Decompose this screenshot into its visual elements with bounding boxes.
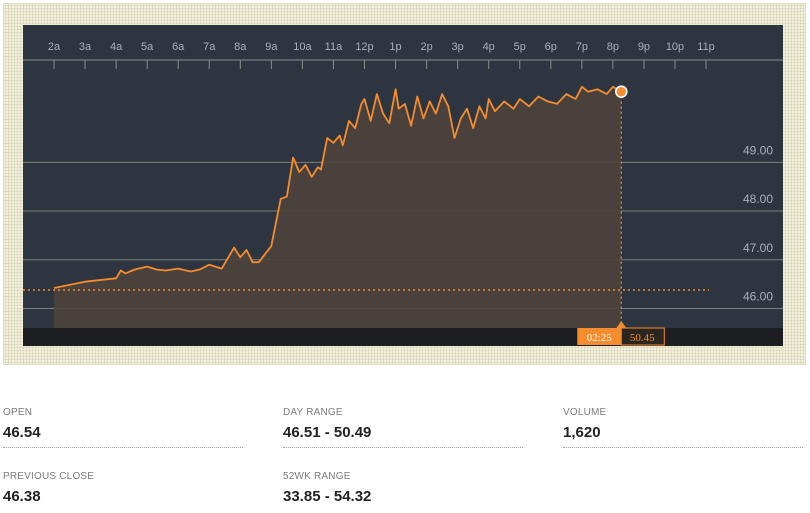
stat-open: OPEN 46.54	[3, 406, 243, 448]
stat-day-range-value: 46.51 - 50.49	[283, 424, 372, 441]
stat-volume-value: 1,620	[563, 424, 601, 441]
stat-day-range: DAY RANGE 46.51 - 50.49	[283, 406, 523, 448]
time-tick-label: 6p	[545, 41, 557, 53]
stat-previous-close-label: PREVIOUS CLOSE	[3, 471, 95, 482]
stat-52wk-range-value: 33.85 - 54.32	[283, 488, 372, 505]
cursor-value-box	[620, 327, 665, 346]
stat-previous-close-value: 46.38	[3, 488, 41, 505]
cursor-time-label: 02:25	[587, 332, 613, 344]
stat-divider	[283, 447, 523, 448]
cursor-time-box	[577, 328, 622, 345]
cursor-dot	[614, 85, 628, 98]
time-tick-label: 4a	[110, 41, 123, 53]
time-tick-label: 8p	[607, 41, 619, 53]
time-tick-label: 4p	[483, 41, 495, 53]
time-tick-label: 7p	[576, 41, 588, 53]
time-tick-label: 9p	[638, 41, 650, 53]
stat-day-range-label: DAY RANGE	[283, 407, 343, 418]
y-tick-label: 49.00	[743, 143, 773, 157]
time-tick-label: 2p	[420, 41, 432, 53]
time-tick-label: 5a	[141, 41, 154, 53]
stat-open-value: 46.54	[3, 424, 41, 441]
time-tick-label: 3a	[79, 41, 92, 53]
price-chart[interactable]: 2a 3a 4a 5a 6a 7a 8a 9a 10a 11a 12p 1p 2p 3p 4p 5p 6p 7p 8…	[23, 25, 783, 346]
stat-divider	[3, 447, 243, 448]
stat-open-label: OPEN	[3, 407, 33, 418]
stat-volume-label: VOLUME	[563, 407, 607, 418]
price-line	[53, 85, 622, 289]
time-tick-label: 8a	[234, 41, 247, 53]
chart-bottom-bar	[23, 328, 783, 346]
time-tick-label: 5p	[514, 41, 526, 53]
chart-svg: 2a 3a 4a 5a 6a 7a 8a 9a 10a 11a 12p 1p 2p 3p 4p 5p 6p 7p 8…	[23, 41, 783, 346]
y-tick-label: 46.00	[743, 290, 773, 304]
y-tick-label: 47.00	[743, 241, 773, 255]
cursor-value-label: 50.45	[630, 332, 655, 344]
time-tick-label: 9a	[265, 41, 278, 53]
time-tick-label: 6a	[172, 41, 185, 53]
time-tick-label: 7a	[203, 41, 216, 53]
time-tick-label: 3p	[452, 41, 464, 53]
time-tick-label: 2a	[48, 41, 61, 53]
price-area	[54, 86, 622, 328]
time-tick-label: 11a	[325, 41, 343, 53]
stat-52wk-range-label: 52WK RANGE	[283, 471, 351, 482]
stat-52wk-range: 52WK RANGE 33.85 - 54.32	[283, 470, 523, 506]
time-tick-label: 11p	[697, 41, 715, 53]
stat-previous-close: PREVIOUS CLOSE 46.38	[3, 470, 243, 506]
stat-volume: VOLUME 1,620	[563, 406, 803, 448]
time-tick-label: 1p	[389, 41, 401, 53]
cursor-pointer	[616, 321, 627, 328]
time-tick-label: 10a	[293, 41, 312, 53]
time-tick-label: 12p	[355, 41, 373, 53]
time-tick-label: 10p	[666, 41, 684, 53]
stat-divider	[563, 447, 803, 448]
y-tick-label: 48.00	[743, 192, 773, 206]
